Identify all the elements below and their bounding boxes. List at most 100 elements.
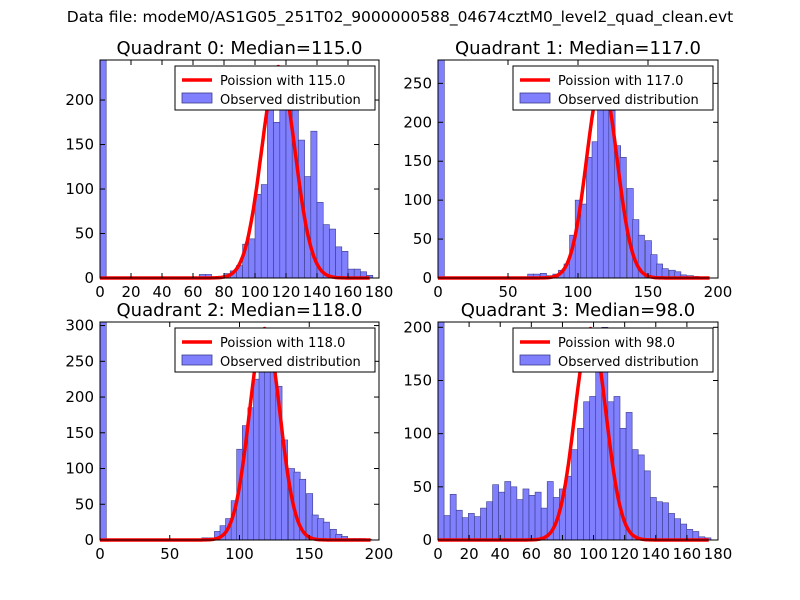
x-tick-label: 60 [183,283,202,301]
x-tick-label: 140 [641,545,670,563]
x-tick-label: 50 [160,545,179,563]
histogram-bar [437,321,445,541]
y-tick-label: 50 [75,495,94,513]
x-tick-label: 120 [610,545,639,563]
y-tick-label: 100 [403,191,432,209]
legend-poisson-label: Poission with 117.0 [558,74,683,89]
x-tick-label: 20 [460,545,479,563]
y-tick-label: 150 [65,424,94,442]
histogram-bar [341,251,349,279]
y-tick-label: 250 [403,74,432,92]
histogram-bar [510,486,518,541]
x-tick-label: 0 [95,545,105,563]
x-tick-label: 180 [704,545,733,563]
y-tick-label: 300 [65,317,94,335]
figure-suptitle: Data file: modeM0/AS1G05_251T02_90000005… [66,8,734,26]
y-tick-label: 0 [422,531,432,549]
histogram-bar [99,59,107,279]
legend-observed-label: Observed distribution [220,93,361,108]
x-tick-label: 150 [295,545,324,563]
histogram-bar [492,484,499,541]
histogram-bar [267,104,274,279]
x-tick-label: 100 [241,283,270,301]
quadrant-0-plot: 0 20 40 60 80 100 120 140 160 180050100150200Quad… [65,38,393,301]
y-tick-label: 50 [413,478,432,496]
y-tick-label: 200 [65,91,94,109]
histogram-bar [486,501,493,541]
x-tick-label: 140 [303,283,332,301]
histogram-bar [571,449,578,541]
legend-observed-swatch [519,354,551,366]
quadrant-3-plot: 0 20 40 60 80 100 120 140 160 180050100150200Quad… [403,300,732,563]
histogram-bar [583,401,590,541]
x-tick-label: 40 [152,283,171,301]
x-tick-label: 100 [225,545,254,563]
legend-observed-label: Observed distribution [220,355,361,370]
histogram-bar [273,121,281,279]
histogram-bar [437,59,445,279]
legend-poisson-label: Poission with 115.0 [220,74,345,89]
legend-poisson-label: Poission with 98.0 [558,336,675,351]
histogram-bar [254,194,262,279]
x-tick-label: 20 [121,283,140,301]
legend-observed-label: Observed distribution [558,355,699,370]
y-tick-label: 0 [84,269,94,287]
histogram-bar [577,428,584,541]
legend-observed-swatch [181,354,213,366]
histogram-bar [534,491,542,541]
quadrant-title: Quadrant 3: Median=98.0 [461,300,696,321]
x-tick-label: 200 [704,283,733,301]
histogram-bar [668,513,675,541]
y-tick-label: 100 [65,180,94,198]
histogram-bar [443,515,451,541]
histogram-bar [504,481,512,541]
x-tick-label: 180 [365,283,394,301]
histogram-bar [474,516,481,541]
histogram-bar [260,184,268,279]
histogram-bar [662,502,669,541]
x-tick-label: 0 [433,545,443,563]
y-tick-label: 0 [84,531,94,549]
legend-observed-swatch [519,92,551,104]
x-tick-label: 80 [553,545,572,563]
x-tick-label: 160 [673,545,702,563]
histogram-bar [643,470,651,541]
histogram-bar [461,517,469,541]
x-tick-label: 0 [95,283,105,301]
y-tick-label: 200 [403,318,432,336]
x-tick-label: 80 [214,283,233,301]
histogram-bar [631,449,639,541]
histogram-bar [680,523,688,541]
legend-observed-label: Observed distribution [558,93,699,108]
x-tick-label: 160 [334,283,363,301]
histogram-bar [322,521,330,541]
histogram-bar [335,246,343,279]
histogram-bar [516,499,524,541]
histogram-bar [498,491,506,541]
y-tick-label: 100 [403,425,432,443]
legend-observed-swatch [181,92,213,104]
histogram-bar [625,412,633,541]
x-tick-label: 200 [365,545,394,563]
y-tick-label: 150 [403,371,432,389]
legend-poisson-label: Poission with 118.0 [220,336,345,351]
histogram-bar [656,501,663,541]
y-tick-label: 0 [422,269,432,287]
histogram-bar [455,509,463,541]
y-tick-label: 200 [65,388,94,406]
y-tick-label: 50 [413,230,432,248]
histogram-bar [522,488,530,541]
y-tick-label: 50 [75,225,94,243]
histogram-bar [637,454,645,541]
histogram-bar [674,518,681,541]
y-tick-label: 150 [403,152,432,170]
y-tick-label: 250 [65,352,94,370]
x-tick-label: 100 [564,283,593,301]
quadrant-1-plot: 0 50 100 150 200 0 50 100 150 200 250 Quadrant 1: M… [403,38,732,301]
histogram-bar [528,495,536,541]
quadrant-2-plot: 0 50 100 150 200 0 50 100 150 200 250 300 Quadrant 2… [65,300,393,563]
histogram-bar [650,497,657,541]
histogram-bar [589,396,597,541]
axes-frame [437,321,719,541]
